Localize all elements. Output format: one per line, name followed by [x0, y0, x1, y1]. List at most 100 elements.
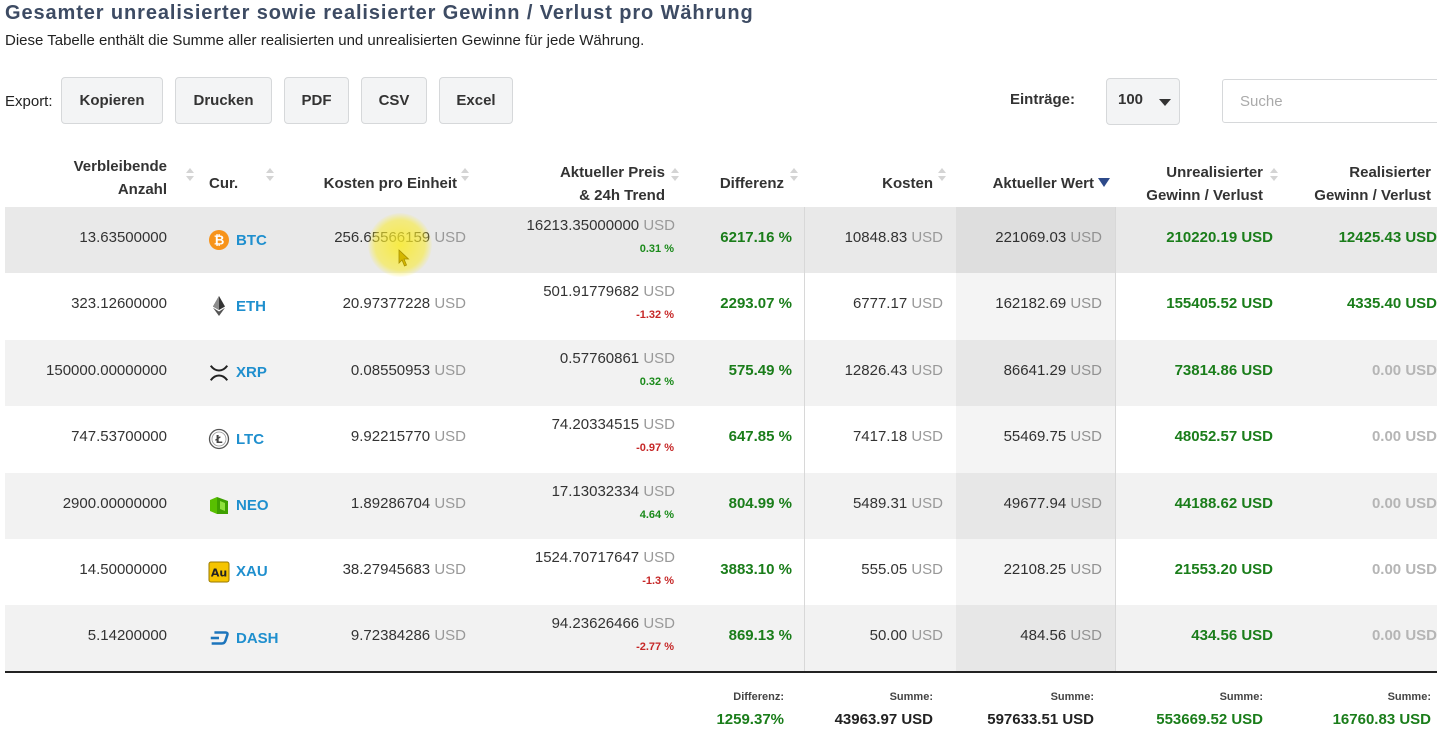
- cost-per-unit: 1.89286704 USD: [350, 494, 466, 512]
- table-row: 323.12600000 ETH 20.97377228 USD 501.917…: [5, 273, 1437, 339]
- copy-button[interactable]: Kopieren: [61, 77, 163, 124]
- currency-cell[interactable]: NEO: [208, 495, 269, 517]
- header-cpu-label: Kosten pro Einheit: [323, 175, 457, 192]
- current-price: 74.20334515 USD: [551, 416, 675, 434]
- difference-percent: 869.13 %: [728, 627, 792, 645]
- current-value: 86641.29 USD: [1003, 361, 1102, 379]
- currency-cell[interactable]: XRP: [208, 362, 267, 384]
- table-row: 13.63500000 ₿ BTC 256.65566159 USD 16213…: [5, 207, 1437, 274]
- trend-24h: -0.97 %: [636, 442, 674, 455]
- data-table: 13.63500000 ₿ BTC 256.65566159 USD 16213…: [5, 207, 1437, 672]
- table-row: 747.53700000 Ł LTC 9.92215770 USD 74.203…: [5, 406, 1437, 472]
- realized-gain: 0.00 USD: [1371, 560, 1437, 578]
- cost: 6777.17 USD: [852, 295, 943, 313]
- remaining-qty: 14.50000000: [79, 560, 167, 578]
- realized-gain: 12425.43 USD: [1338, 229, 1437, 246]
- cost: 12826.43 USD: [844, 361, 943, 379]
- current-value: 484.56 USD: [1020, 627, 1102, 645]
- neo-icon: [208, 495, 230, 517]
- current-value: 22108.25 USD: [1003, 560, 1102, 578]
- unrealized-gain: 155405.52 USD: [1166, 295, 1273, 313]
- print-button[interactable]: Drucken: [175, 77, 272, 124]
- current-price: 0.57760861 USD: [559, 349, 675, 367]
- current-price: 1524.70717647 USD: [534, 548, 675, 566]
- export-label: Export:: [5, 93, 53, 110]
- currency-symbol[interactable]: ETH: [236, 297, 266, 315]
- current-value: 49677.94 USD: [1003, 494, 1102, 512]
- difference-percent: 647.85 %: [728, 428, 792, 446]
- svg-text:Ł: Ł: [214, 433, 222, 446]
- realized-gain: 0.00 USD: [1371, 361, 1437, 379]
- trend-24h: 0.32 %: [639, 375, 674, 388]
- footer-unreal-sum: 553669.52 USD: [1156, 711, 1263, 728]
- csv-button[interactable]: CSV: [361, 77, 427, 124]
- header-diff-label: Differenz: [719, 175, 784, 192]
- table-row: 5.14200000 DASH 9.72384286 USD 94.236264…: [5, 605, 1437, 672]
- trend-24h: 4.64 %: [639, 508, 674, 521]
- footer-real-label: Summe:: [1387, 691, 1431, 703]
- currency-symbol[interactable]: XAU: [236, 563, 268, 581]
- footer-value-sum: 597633.51 USD: [987, 711, 1094, 728]
- column-divider: [1115, 207, 1116, 672]
- cost-per-unit: 9.92215770 USD: [350, 428, 466, 446]
- table-row: 2900.00000000 NEO 1.89286704 USD 17.1303…: [5, 472, 1437, 539]
- footer-cost-sum: 43963.97 USD: [834, 711, 933, 728]
- cost-per-unit: 20.97377228 USD: [342, 295, 466, 313]
- currency-symbol[interactable]: BTC: [236, 231, 267, 249]
- currency-cell[interactable]: Au XAU: [208, 561, 268, 583]
- currency-symbol[interactable]: DASH: [236, 629, 279, 647]
- table-row: 14.50000000 Au XAU 38.27945683 USD 1524.…: [5, 539, 1437, 605]
- current-price: 16213.35000000 USD: [526, 217, 675, 234]
- unrealized-gain: 21553.20 USD: [1174, 560, 1273, 578]
- currency-cell[interactable]: ₿ BTC: [208, 229, 267, 251]
- currency-cell[interactable]: ETH: [208, 295, 266, 317]
- current-price: 17.13032334 USD: [551, 482, 675, 500]
- header-unreal-line1: Unrealisierter: [1166, 164, 1263, 181]
- current-price: 501.91779682 USD: [543, 283, 675, 301]
- current-value: 55469.75 USD: [1003, 428, 1102, 446]
- sorted-column-shade: [956, 207, 1116, 672]
- cost: 10848.83 USD: [844, 229, 943, 246]
- cost: 7417.18 USD: [852, 428, 943, 446]
- entries-value: 100: [1118, 91, 1144, 108]
- ethereum-icon: [208, 295, 230, 317]
- gold-icon: Au: [208, 561, 230, 583]
- cost-per-unit: 9.72384286 USD: [350, 627, 466, 645]
- header-real-line2: Gewinn / Verlust: [1314, 187, 1431, 204]
- chevron-down-icon: [1159, 99, 1171, 106]
- difference-percent: 2293.07 %: [720, 295, 792, 313]
- remaining-qty: 323.12600000: [71, 295, 167, 313]
- cost-per-unit: 38.27945683 USD: [342, 560, 466, 578]
- header-price-line2: & 24h Trend: [579, 187, 665, 204]
- header-cost-label: Kosten: [882, 175, 933, 192]
- dash-icon: [208, 627, 230, 649]
- unrealized-gain: 44188.62 USD: [1174, 494, 1273, 512]
- unrealized-gain: 73814.86 USD: [1174, 361, 1273, 379]
- current-value: 162182.69 USD: [995, 295, 1102, 313]
- remaining-qty: 13.63500000: [79, 229, 167, 246]
- pdf-button[interactable]: PDF: [284, 77, 349, 124]
- bitcoin-icon: ₿: [208, 229, 230, 251]
- excel-button[interactable]: Excel: [439, 77, 513, 124]
- currency-symbol[interactable]: NEO: [236, 497, 269, 515]
- cost-per-unit: 0.08550953 USD: [350, 361, 466, 379]
- table-row: 150000.00000000 XRP 0.08550953 USD 0.577…: [5, 339, 1437, 407]
- currency-symbol[interactable]: LTC: [236, 430, 265, 448]
- entries-label: Einträge:: [1010, 91, 1076, 108]
- difference-percent: 6217.16 %: [720, 229, 792, 246]
- trend-24h: -1.32 %: [636, 309, 674, 322]
- remaining-qty: 747.53700000: [71, 428, 167, 446]
- currency-symbol[interactable]: XRP: [236, 364, 267, 382]
- mouse-pointer-icon: [398, 249, 410, 267]
- entries-select[interactable]: 100: [1106, 78, 1180, 125]
- remaining-qty: 5.14200000: [87, 627, 167, 645]
- header-remaining-line2: Anzahl: [117, 181, 167, 198]
- search-input[interactable]: [1222, 79, 1437, 123]
- litecoin-icon: Ł: [208, 428, 230, 450]
- currency-cell[interactable]: DASH: [208, 627, 279, 649]
- footer-value-label: Summe:: [1050, 691, 1094, 703]
- current-price: 94.23626466 USD: [551, 615, 675, 633]
- currency-cell[interactable]: Ł LTC: [208, 428, 264, 450]
- column-divider: [804, 207, 805, 672]
- unrealized-gain: 434.56 USD: [1191, 627, 1273, 645]
